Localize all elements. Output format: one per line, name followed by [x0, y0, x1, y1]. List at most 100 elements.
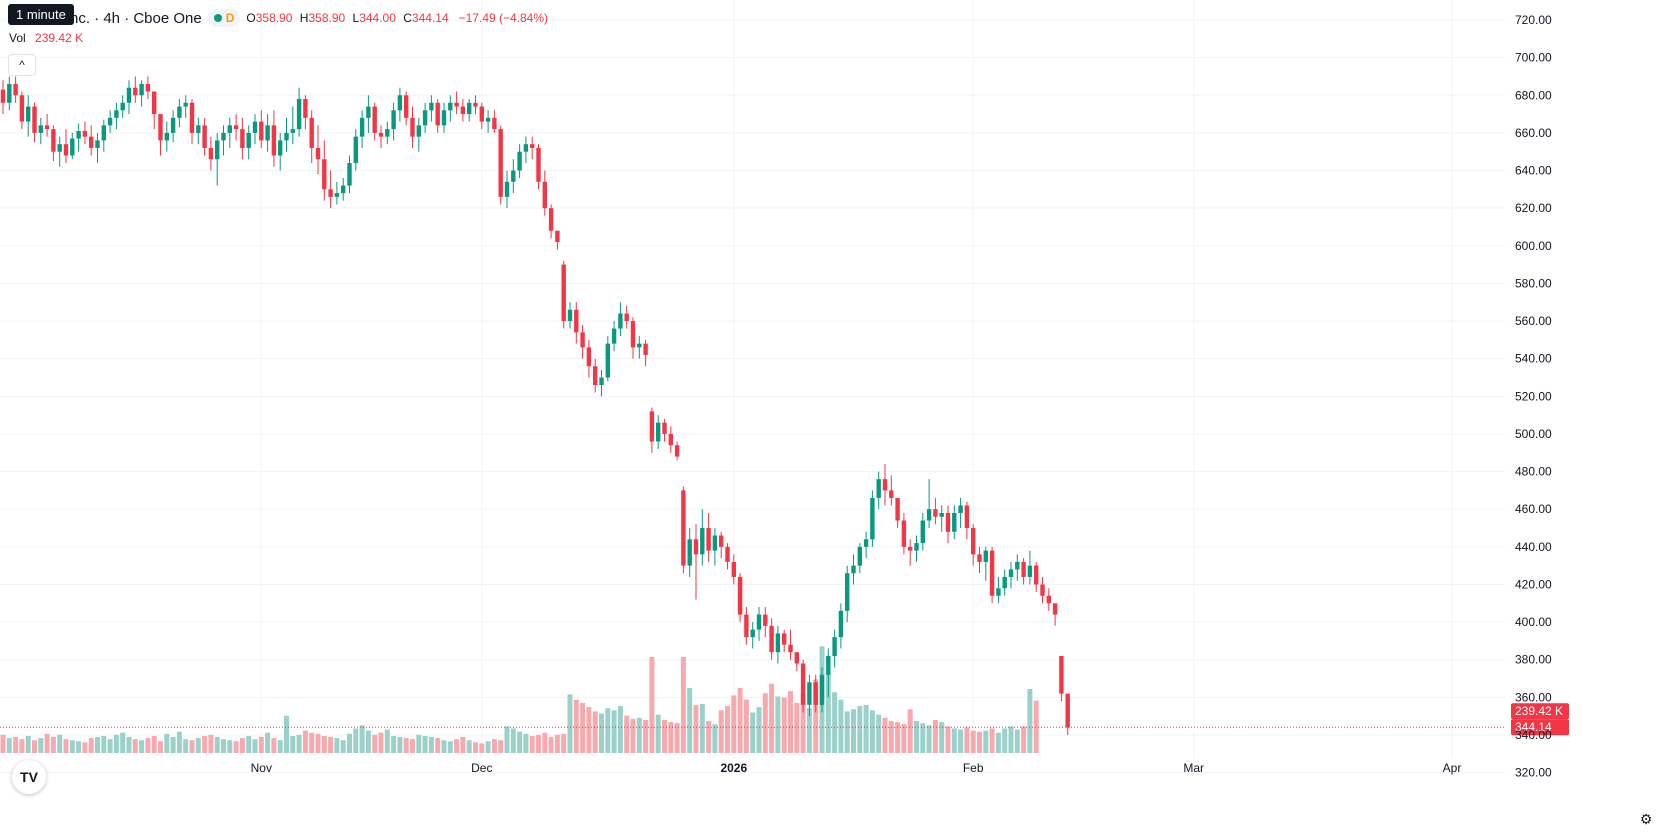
- candle-body: [278, 140, 283, 156]
- market-status[interactable]: D: [207, 9, 241, 27]
- volume-bar: [1002, 728, 1008, 753]
- y-tick-label: 480.00: [1515, 465, 1552, 479]
- x-tick-label: Mar: [1183, 761, 1204, 775]
- volume-bar: [1027, 689, 1033, 753]
- candle-body: [1027, 565, 1033, 577]
- volume-bar: [605, 708, 611, 753]
- volume-bar: [888, 721, 894, 753]
- settings-gear-icon[interactable]: ⚙: [1638, 811, 1654, 827]
- y-tick-label: 620.00: [1515, 201, 1552, 215]
- candle-body: [89, 136, 94, 148]
- candle-body: [712, 535, 718, 551]
- volume-bar: [1021, 726, 1027, 753]
- volume-bar: [113, 734, 119, 753]
- candle: [101, 119, 106, 152]
- volume-bar: [636, 717, 642, 753]
- volume-bar: [441, 740, 447, 753]
- candle: [208, 136, 214, 171]
- candle: [296, 87, 302, 137]
- volume-bar: [309, 732, 315, 753]
- candle: [44, 114, 50, 137]
- candle-body: [385, 129, 390, 137]
- volume-bar: [718, 710, 724, 753]
- candle-body: [107, 117, 113, 126]
- volume-bar: [832, 692, 838, 753]
- candle-body: [580, 332, 585, 348]
- volume-bar: [284, 715, 289, 753]
- candle: [133, 76, 138, 103]
- volume-bar: [964, 727, 970, 753]
- volume-bar: [321, 735, 327, 753]
- candle-body: [775, 633, 781, 653]
- candle: [813, 674, 818, 713]
- candle: [473, 95, 478, 115]
- candle-body: [26, 106, 31, 122]
- candle-body: [479, 106, 484, 122]
- candle: [744, 607, 749, 645]
- grid-lines: [0, 0, 1505, 774]
- volume-bar: [44, 733, 50, 753]
- time-axis[interactable]: Nov Dec 2026 Feb Mar Apr: [251, 761, 1462, 775]
- candle: [32, 102, 37, 143]
- volume-bar: [813, 679, 819, 753]
- volume-bar: [208, 734, 214, 753]
- y-tick-label: 440.00: [1515, 540, 1552, 554]
- candle-body: [611, 328, 617, 344]
- candle: [410, 106, 415, 148]
- chevron-up-icon: ^: [19, 58, 25, 72]
- x-tick-label: Apr: [1443, 761, 1462, 775]
- candle-body: [876, 479, 881, 498]
- tradingview-logo-icon[interactable]: TV: [12, 760, 46, 794]
- candle-body: [731, 561, 736, 577]
- candle: [807, 674, 812, 717]
- candle-body: [561, 264, 566, 322]
- volume-bar: [145, 738, 151, 753]
- candle-body: [378, 132, 384, 137]
- volume-bar: [359, 725, 365, 753]
- candle: [649, 407, 655, 453]
- candle-body: [719, 535, 724, 547]
- candle: [511, 159, 516, 194]
- candle-body: [265, 125, 270, 141]
- volume-bar: [466, 740, 472, 753]
- volume-bar: [378, 732, 384, 753]
- candle: [693, 524, 699, 600]
- volume-bar: [158, 741, 163, 753]
- candle-body: [567, 309, 573, 322]
- volume-bar: [170, 737, 176, 753]
- volume-bar: [239, 738, 245, 753]
- price-axis[interactable]: 720.00 700.00 680.00 660.00 640.00 620.00 600.…: [1515, 13, 1552, 780]
- volume-bar: [775, 696, 781, 753]
- candle-body: [851, 565, 856, 574]
- candle: [7, 76, 12, 111]
- volume-bar: [825, 674, 831, 753]
- volume-bar: [252, 739, 258, 753]
- candle: [725, 543, 730, 570]
- candle: [240, 117, 245, 160]
- close-value: 344.14: [411, 11, 449, 25]
- symbol-title[interactable]: nc. · 4h · Cboe One: [70, 9, 202, 27]
- candle: [265, 114, 270, 152]
- candle-body: [504, 181, 510, 197]
- candle: [838, 603, 844, 649]
- candle-body: [246, 132, 251, 148]
- candle-body: [586, 347, 592, 367]
- candle: [851, 554, 856, 585]
- candle-body: [769, 625, 774, 653]
- volume-bar: [548, 737, 554, 753]
- candle: [429, 95, 434, 122]
- candle-body: [895, 497, 900, 521]
- volume-bar: [88, 738, 94, 753]
- current-price-line: 239.42 K 344.14: [0, 703, 1569, 736]
- candle: [769, 618, 774, 660]
- y-tick-label: 420.00: [1515, 577, 1552, 591]
- candle: [385, 121, 390, 145]
- candle: [668, 426, 673, 453]
- candle: [574, 302, 579, 344]
- collapse-legend-button[interactable]: ^: [8, 54, 36, 76]
- candle: [126, 80, 132, 115]
- candle-body: [454, 102, 459, 107]
- market-status-dot-icon: [213, 14, 222, 22]
- candle-body: [227, 125, 232, 133]
